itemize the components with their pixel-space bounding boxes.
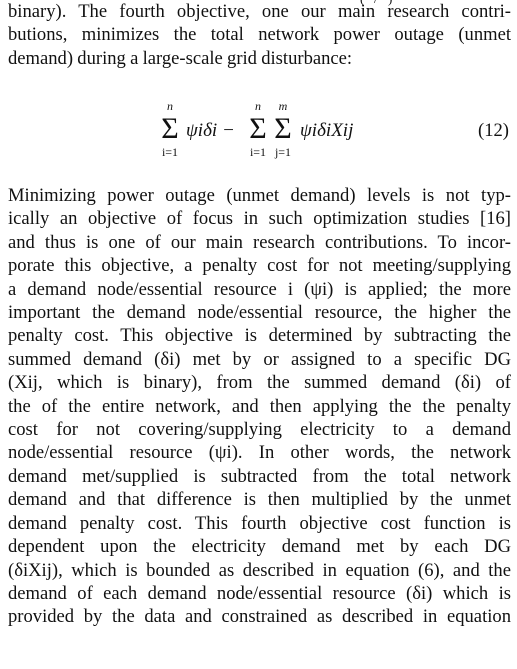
text-line: binary). The fourth objective, one our m… [8, 1, 511, 22]
sum-upper-limit: n [167, 100, 173, 113]
text-line: the of the entire network, and then appl… [8, 395, 511, 417]
equation-12: n Σ i=1 ψiδi − n Σ i=1 m Σ j=1 ψiδiXij [161, 100, 353, 159]
sum-upper-limit: n [255, 100, 261, 113]
text-line: (δiXij), which is bounded as described i… [8, 559, 511, 581]
paragraph-intro: binary). The fourth objective, one our m… [8, 0, 511, 70]
cropped-glyph: ) [388, 0, 392, 6]
text-line: node/essential resource (ψi). In other w… [8, 442, 511, 464]
cropped-glyph: / [374, 0, 378, 6]
sigma-symbol: Σ [249, 112, 266, 145]
paragraph-body: Minimizing power outage (unmet demand) l… [8, 184, 511, 629]
text-line: cost for not covering/supplying electric… [8, 419, 511, 441]
text-line: and thus is one of our main research con… [8, 231, 511, 253]
sum-upper-limit: m [279, 100, 288, 113]
text-line: ically an objective of focus in such opt… [8, 208, 511, 230]
sigma-symbol: Σ [274, 112, 291, 145]
cropped-top-line: ( / ) [150, 0, 510, 6]
text-line: summed demand (δi) met by or assigned to… [8, 348, 511, 370]
text-line: Minimizing power outage (unmet demand) l… [8, 185, 511, 206]
text-line: porate this objective, a penalty cost fo… [8, 255, 511, 277]
equation-number: (12) [478, 120, 509, 141]
text-line: provided by the data and constrained as … [8, 606, 511, 628]
text-line: (Xij, which is binary), from the summed … [8, 372, 511, 394]
equation-term: ψiδi − [186, 120, 235, 141]
text-line: penalty cost. This objective is determin… [8, 325, 511, 347]
text-line: demand) during a large-scale grid distur… [8, 47, 353, 69]
text-line: demand met/supplied is subtracted from t… [8, 465, 511, 487]
sum-lower-limit: i=1 [162, 145, 178, 159]
sum-lower-limit: j=1 [274, 145, 291, 159]
text-line: butions, minimizes the total network pow… [8, 24, 511, 46]
text-line: dependent upon the electricity demand me… [8, 536, 511, 558]
cropped-glyph: ( [360, 0, 364, 6]
text-line: demand of each demand node/essential res… [8, 582, 511, 604]
equation-term: ψiδiXij [300, 120, 353, 141]
text-line: a demand node/essential resource i (ψi) … [8, 278, 511, 300]
text-line: demand penalty cost. This fourth objecti… [8, 512, 511, 534]
text-line: demand and that difference is then multi… [8, 489, 511, 511]
sigma-symbol: Σ [161, 112, 178, 145]
text-line: important the demand node/essential reso… [8, 302, 511, 324]
sum-lower-limit: i=1 [250, 145, 266, 159]
